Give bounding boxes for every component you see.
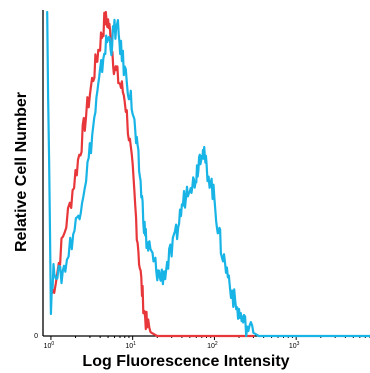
x-axis-title: Log Fluorescence Intensity [82, 353, 289, 370]
series-line-blue [46, 10, 370, 338]
x-tick-label: 103 [289, 341, 300, 350]
tick-labels: 100 101 102 103 0 [34, 333, 300, 350]
y-tick-label: 0 [34, 333, 38, 340]
x-tick-label: 100 [44, 341, 55, 350]
series-line-red [49, 10, 255, 338]
y-axis-title: Relative Cell Number [13, 92, 30, 252]
x-tick-label: 102 [207, 341, 218, 350]
x-tick-label: 101 [125, 341, 136, 350]
series-layer [46, 10, 370, 338]
